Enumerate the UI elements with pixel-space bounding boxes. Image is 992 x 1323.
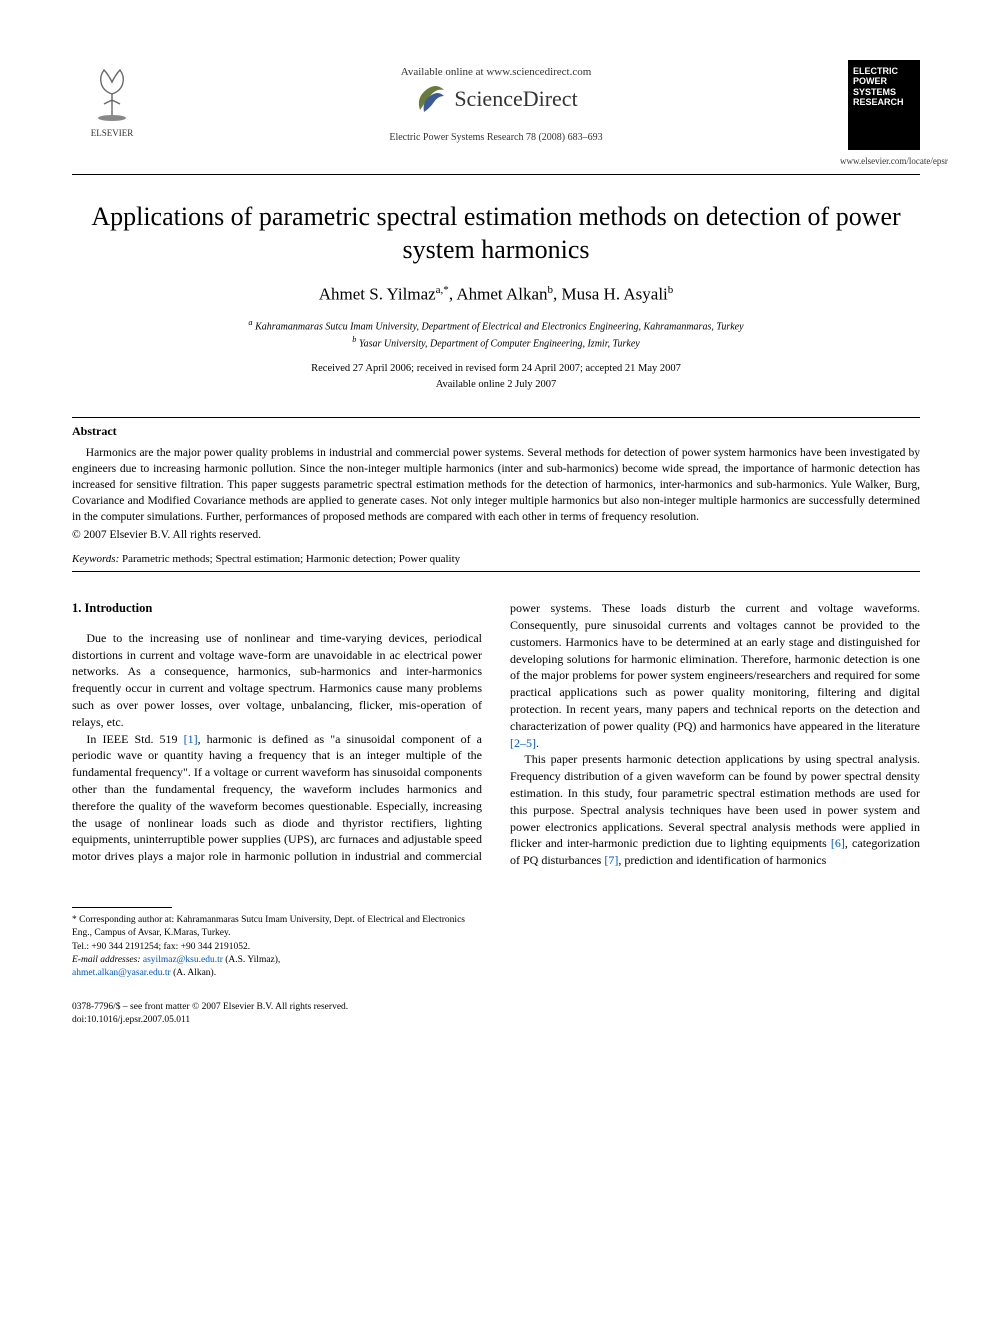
- section-1-heading: 1. Introduction: [72, 600, 482, 618]
- footer-meta: 0378-7796/$ – see front matter © 2007 El…: [72, 1001, 920, 1028]
- keywords-text: Parametric methods; Spectral estimation;…: [122, 553, 460, 565]
- dates-received: Received 27 April 2006; received in revi…: [72, 361, 920, 377]
- footnote-emails: E-mail addresses: asyilmaz@ksu.edu.tr (A…: [72, 954, 471, 981]
- footer-doi: doi:10.1016/j.epsr.2007.05.011: [72, 1014, 920, 1027]
- affiliation-a: a Kahramanmaras Sutcu Imam University, D…: [72, 317, 920, 334]
- journal-cover-block: ELECTRICPOWERSYSTEMSRESEARCH www.elsevie…: [840, 60, 920, 166]
- authors-line: Ahmet S. Yilmaza,*, Ahmet Alkanb, Musa H…: [72, 284, 920, 305]
- abstract-body: Harmonics are the major power quality pr…: [72, 445, 920, 525]
- ref-link-7[interactable]: [7]: [604, 853, 618, 867]
- footnote-tel: Tel.: +90 344 2191254; fax: +90 344 2191…: [72, 941, 471, 954]
- author-2: Ahmet Alkan: [456, 285, 547, 304]
- dates-block: Received 27 April 2006; received in revi…: [72, 361, 920, 393]
- footnote-divider: [72, 907, 172, 908]
- page-header: ELSEVIER Available online at www.science…: [72, 60, 920, 166]
- author-1-sup: a,*: [436, 284, 449, 296]
- keywords-label: Keywords:: [72, 553, 119, 565]
- author-1: Ahmet S. Yilmaz: [319, 285, 436, 304]
- header-rule: [72, 174, 920, 175]
- footnote-corr: * Corresponding author at: Kahramanmaras…: [72, 914, 471, 941]
- ref-link-2-5[interactable]: [2–5]: [510, 736, 536, 750]
- center-header: Available online at www.sciencedirect.co…: [152, 60, 840, 143]
- abstract-bottom-rule: [72, 571, 920, 572]
- publisher-logo: ELSEVIER: [72, 60, 152, 138]
- email-label: E-mail addresses:: [72, 955, 141, 965]
- publisher-name: ELSEVIER: [72, 128, 152, 138]
- email-who-2: (A. Alkan).: [173, 968, 216, 978]
- journal-reference: Electric Power Systems Research 78 (2008…: [152, 132, 840, 143]
- abstract-copyright: © 2007 Elsevier B.V. All rights reserved…: [72, 529, 920, 541]
- author-2-sup: b: [548, 284, 554, 296]
- available-online-text: Available online at www.sciencedirect.co…: [152, 66, 840, 78]
- sciencedirect-logo: ScienceDirect: [414, 82, 577, 116]
- sd-brand-text: ScienceDirect: [454, 86, 577, 112]
- abstract-top-rule: [72, 417, 920, 418]
- email-link-2[interactable]: ahmet.alkan@yasar.edu.tr: [72, 968, 171, 978]
- corresponding-footnote: * Corresponding author at: Kahramanmaras…: [72, 901, 471, 980]
- body-columns: 1. Introduction Due to the increasing us…: [72, 600, 920, 869]
- dates-online: Available online 2 July 2007: [72, 377, 920, 393]
- keywords-line: Keywords: Parametric methods; Spectral e…: [72, 553, 920, 565]
- body-para-1: Due to the increasing use of nonlinear a…: [72, 630, 482, 731]
- affiliation-b: b Yasar University, Department of Comput…: [72, 334, 920, 351]
- elsevier-tree-icon: [80, 60, 144, 124]
- sd-swoosh-icon: [414, 82, 448, 116]
- affiliations: a Kahramanmaras Sutcu Imam University, D…: [72, 317, 920, 352]
- journal-url: www.elsevier.com/locate/epsr: [840, 156, 920, 166]
- ref-link-1[interactable]: [1]: [184, 732, 198, 746]
- abstract-heading: Abstract: [72, 424, 920, 439]
- email-link-1[interactable]: asyilmaz@ksu.edu.tr: [143, 955, 223, 965]
- ref-link-6[interactable]: [6]: [831, 836, 845, 850]
- author-3-sup: b: [668, 284, 674, 296]
- email-who-1: (A.S. Yilmaz),: [225, 955, 280, 965]
- journal-cover-box: ELECTRICPOWERSYSTEMSRESEARCH: [848, 60, 920, 150]
- author-3: Musa H. Asyali: [562, 285, 668, 304]
- paper-title: Applications of parametric spectral esti…: [72, 201, 920, 266]
- body-para-3: This paper presents harmonic detection a…: [510, 751, 920, 869]
- footer-issn: 0378-7796/$ – see front matter © 2007 El…: [72, 1001, 920, 1014]
